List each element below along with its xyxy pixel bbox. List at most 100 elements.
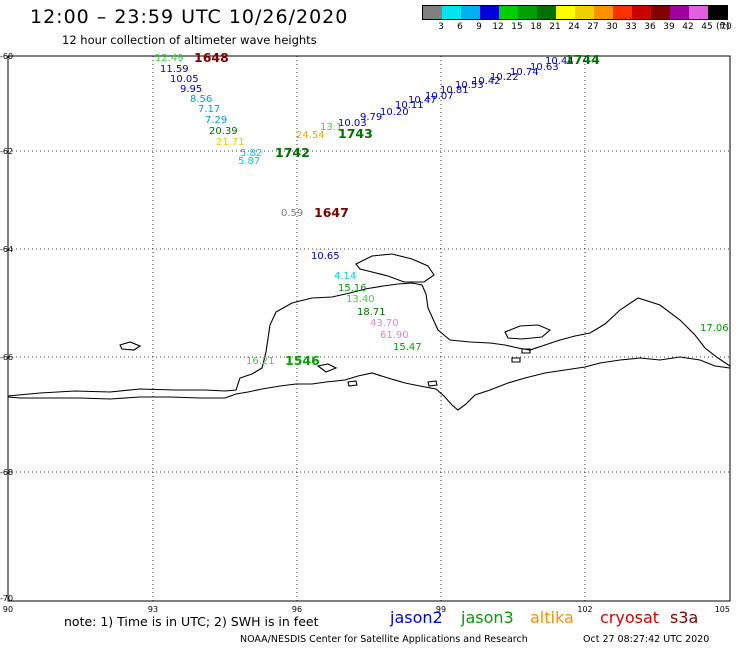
wave-height-label: 4.14 <box>334 271 356 282</box>
legend-label: 36 <box>644 22 656 32</box>
lat-label: -70 <box>0 594 13 603</box>
wave-height-label: 10.81 <box>440 85 469 96</box>
lon-label: 102 <box>577 605 592 614</box>
lon-label: 105 <box>715 605 730 614</box>
wave-height-label: 5.87 <box>238 156 260 167</box>
footer-note: note: 1) Time is in UTC; 2) SWH is in fe… <box>64 614 319 629</box>
wave-height-label: 10.03 <box>338 118 367 129</box>
legend-label: 33 <box>625 22 637 32</box>
small-island-4 <box>427 380 438 387</box>
legend-swatch <box>632 6 651 19</box>
legend-swatch <box>518 6 537 19</box>
small-island-5 <box>511 357 521 363</box>
satellite-label-jason2: jason2 <box>390 608 443 627</box>
map-subtitle: 12 hour collection of altimeter wave hei… <box>62 33 317 47</box>
satellite-label-altika: altika <box>530 608 574 627</box>
axis-labels: -60 -62 -64 -66 -68 -70 90 93 96 99 102 105 <box>0 52 730 614</box>
lon-label: 93 <box>148 605 158 614</box>
wave-height-label: 7.17 <box>198 104 220 115</box>
pass-time-label: 1744 <box>565 52 600 67</box>
wave-height-label: 10.44 <box>545 56 574 67</box>
wave-height-label: 15.16 <box>338 283 367 294</box>
pass-time-label: 1743 <box>338 126 373 141</box>
legend-label: 21 <box>549 22 561 32</box>
legend-swatch <box>423 6 442 19</box>
lat-label: -64 <box>0 245 13 254</box>
satellite-label-jason3: jason3 <box>461 608 514 627</box>
legend-swatch <box>651 6 670 19</box>
pass-time-label: 1546 <box>285 353 320 368</box>
wave-height-label: 17.06 <box>700 323 729 334</box>
legend-swatch <box>461 6 480 19</box>
wave-height-label: 10.05 <box>170 74 199 85</box>
map-frame <box>7 55 731 602</box>
wave-height-label: 10.53 <box>455 80 484 91</box>
legend-label: 3 <box>438 22 444 32</box>
wave-height-label: 10.42 <box>472 76 501 87</box>
wave-height-label: 8.56 <box>190 94 212 105</box>
footer-credit: NOAA/NESDIS Center for Satellite Applica… <box>240 634 528 645</box>
legend-swatch <box>689 6 708 19</box>
lat-label: -66 <box>0 353 13 362</box>
legend-swatch <box>480 6 499 19</box>
legend-label: 18 <box>530 22 542 32</box>
wave-height-label: 24.54 <box>296 130 325 141</box>
pass-time-label: 1648 <box>194 50 229 65</box>
wave-height-label: 10.63 <box>530 62 559 73</box>
legend-swatch <box>708 6 727 19</box>
legend-label: 42 <box>682 22 694 32</box>
legend-label: 15 <box>511 22 523 32</box>
legend-swatch <box>613 6 632 19</box>
wave-height-label: 7.29 <box>205 115 227 126</box>
gridlines <box>8 56 730 601</box>
small-island-3 <box>347 380 358 387</box>
wave-height-label: 21.71 <box>216 137 245 148</box>
wave-height-label: 10.07 <box>425 91 454 102</box>
wave-height-label: 15.47 <box>393 342 422 353</box>
wave-height-label: 10.47 <box>408 95 437 106</box>
legend-label: 6 <box>457 22 463 32</box>
lat-label: -60 <box>0 52 13 61</box>
wave-height-label: 10.11 <box>395 100 424 111</box>
lat-label: -62 <box>0 147 13 156</box>
legend-label: 39 <box>663 22 675 32</box>
wave-height-label: 13.1 <box>320 122 342 133</box>
small-island-2 <box>316 363 338 373</box>
legend-label: 9 <box>476 22 482 32</box>
legend-swatch <box>575 6 594 19</box>
wave-height-label: 20.39 <box>209 126 238 137</box>
legend-unit: (ft) <box>716 22 730 32</box>
wave-height-label: 10.20 <box>380 107 409 118</box>
coastlines <box>7 253 731 411</box>
pass-time-label: 1742 <box>275 145 310 160</box>
wave-height-label: 10.65 <box>311 251 340 262</box>
legend-label: 70 <box>720 22 732 32</box>
lat-label: -68 <box>0 468 13 477</box>
legend-label: 45 <box>701 22 713 32</box>
legend-swatch <box>499 6 518 19</box>
legend-swatch <box>594 6 613 19</box>
wave-height-label: 9.79 <box>360 112 382 123</box>
small-island-1 <box>119 341 142 351</box>
footer-timestamp: Oct 27 08:27:42 UTC 2020 <box>583 634 710 645</box>
legend-swatch <box>670 6 689 19</box>
wave-height-label: 10.22 <box>490 72 519 83</box>
wave-height-label: 43.70 <box>370 318 399 329</box>
legend-swatch <box>556 6 575 19</box>
island-coastline <box>355 253 435 283</box>
wave-height-label: 61.90 <box>380 330 409 341</box>
map-title: 12:00 – 23:59 UTC 10/26/2020 <box>30 6 349 28</box>
wave-height-label: 12.49 <box>155 53 184 64</box>
legend-label: 24 <box>568 22 580 32</box>
lon-label: 99 <box>436 605 446 614</box>
small-island-6 <box>521 348 531 354</box>
wave-height-labels: 12.49 1648 11.5910.059.958.567.177.2920.39… <box>155 50 729 368</box>
satellite-label-s3a: s3a <box>670 608 699 627</box>
wave-height-label: 11.59 <box>160 64 189 75</box>
legend-swatch <box>537 6 556 19</box>
legend-label: 27 <box>587 22 599 32</box>
legend-swatch <box>442 6 461 19</box>
lon-label: 90 <box>3 605 13 614</box>
wave-height-label: 0.59 <box>281 208 303 219</box>
